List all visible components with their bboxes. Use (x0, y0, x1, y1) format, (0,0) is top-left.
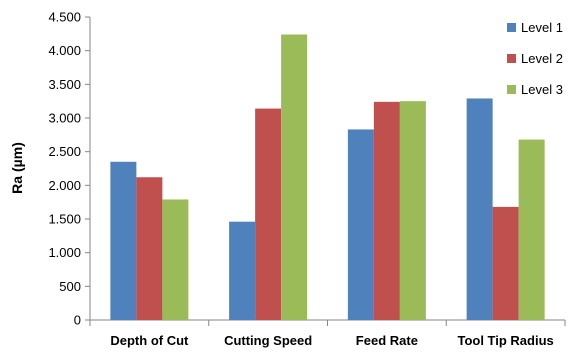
y-tick-label: 1.000 (48, 245, 81, 260)
legend-swatch (507, 23, 516, 32)
y-tick-label: 2.000 (48, 178, 81, 193)
bar (466, 98, 493, 321)
bar (492, 206, 519, 320)
x-category-label: Feed Rate (356, 333, 418, 348)
y-tick-label: 4.500 (48, 10, 81, 25)
y-tick-label: 0 (74, 313, 81, 328)
y-axis-title: Ra (µm) (9, 142, 25, 194)
bar (229, 221, 256, 320)
y-axis-title-group: Ra (µm) (9, 142, 25, 194)
bar (347, 129, 374, 320)
y-tick-label: 2.500 (48, 144, 81, 159)
bar (373, 101, 400, 320)
x-category-label: Depth of Cut (110, 333, 189, 348)
x-category-label: Tool Tip Radius (457, 333, 553, 348)
bar (255, 108, 282, 320)
bar (136, 177, 163, 320)
legend-label: Level 2 (521, 51, 563, 66)
legend-swatch (507, 85, 516, 94)
bar (110, 161, 137, 320)
bar (162, 199, 189, 320)
y-tick-label: 1.500 (48, 212, 81, 227)
legend-swatch (507, 54, 516, 63)
bar (399, 101, 426, 321)
legend: Level 1 Level 2 Level 3 (507, 20, 563, 97)
x-category-label: Cutting Speed (224, 333, 312, 348)
legend-label: Level 1 (521, 20, 563, 35)
y-tick-label: 3.500 (48, 77, 81, 92)
y-tick-label: 500 (59, 279, 81, 294)
bar (281, 34, 308, 321)
legend-label: Level 3 (521, 82, 563, 97)
y-tick-label: 3.000 (48, 111, 81, 126)
bars (110, 34, 545, 321)
tick-labels: 0 500 1.000 1.500 2.000 2.500 3.000 3.500 4.000 4… (48, 10, 553, 349)
y-tick-label: 4.000 (48, 43, 81, 58)
bar (518, 139, 545, 320)
